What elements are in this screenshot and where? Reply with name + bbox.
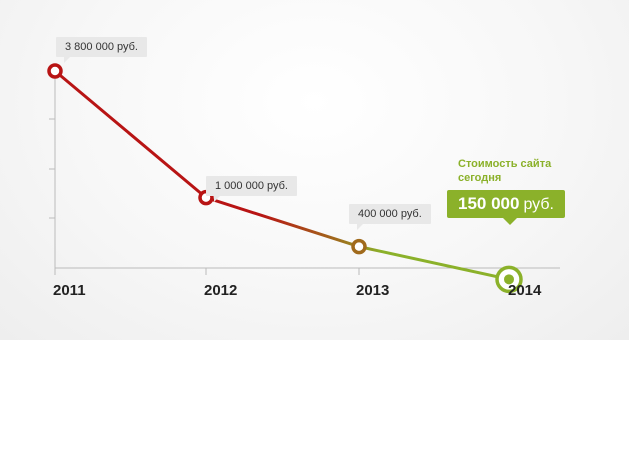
current-cost-caption: Стоимость сайта сегодня <box>458 157 568 185</box>
data-label-2012: 1 000 000 руб. <box>206 176 297 202</box>
series-line <box>53 69 511 281</box>
data-label-2011: 3 800 000 руб. <box>56 37 147 63</box>
current-cost-caption-line1: Стоимость сайта <box>458 158 552 170</box>
x-tick-label-2014: 2014 <box>508 282 542 299</box>
x-tick-label-2012: 2012 <box>204 282 238 299</box>
current-cost-unit: руб. <box>523 196 554 213</box>
x-tick-label-2013: 2013 <box>356 282 390 299</box>
chart-axes <box>49 66 560 275</box>
chart-series <box>53 69 511 281</box>
current-cost-value: 150 000 <box>458 194 520 213</box>
current-cost-caption-line2: сегодня <box>458 172 502 184</box>
data-point-2011 <box>47 63 63 79</box>
data-point-2014-center <box>504 274 514 285</box>
x-tick-label-2011: 2011 <box>53 282 86 299</box>
current-cost-badge: 150 000 руб. <box>447 190 565 225</box>
data-label-2013: 400 000 руб. <box>349 204 431 230</box>
chart-panel: 3 800 000 руб. 1 000 000 руб. 400 000 ру… <box>0 0 629 340</box>
data-point-2013 <box>351 238 367 255</box>
